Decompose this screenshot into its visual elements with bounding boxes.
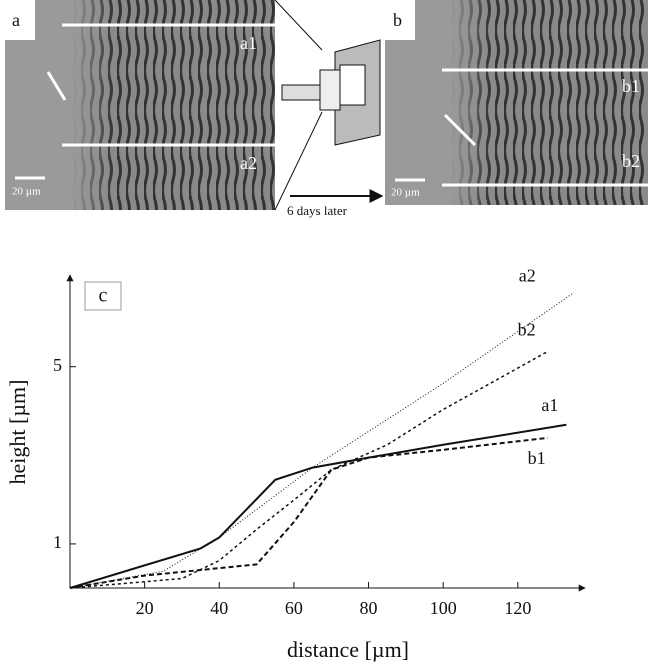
- x-tick-label: 100: [430, 598, 457, 618]
- line: [69, 350, 549, 589]
- y-tick-label: 1: [53, 532, 62, 552]
- chart: c distance [µm] height [µm] 20 40 60 80 100 1…: [5, 266, 586, 662]
- line-label: a2: [240, 153, 257, 173]
- x-tick-label: 60: [285, 598, 303, 618]
- series-label: b2: [518, 320, 536, 340]
- panel-label: c: [99, 285, 108, 307]
- x-tick-label: 120: [504, 598, 531, 618]
- micrograph-a: a a1 a2 20 µm: [5, 0, 275, 210]
- x-axis-label: distance [µm]: [287, 637, 409, 662]
- micrograph-b: b b1 b2 20 µm: [385, 0, 648, 205]
- series-label: b1: [528, 448, 546, 468]
- line: [69, 436, 548, 589]
- line-label: a1: [240, 33, 257, 53]
- series-label: a1: [541, 395, 558, 415]
- x-tick-label: 80: [360, 598, 378, 618]
- line: [69, 292, 575, 589]
- schematic: 6 days later: [274, 0, 384, 218]
- x-tick-label: 20: [136, 598, 154, 618]
- scale-label: 20 µm: [391, 187, 420, 199]
- y-tick-label: 5: [53, 355, 62, 375]
- scale-label: 20 µm: [12, 186, 41, 198]
- x-tick-label: 40: [210, 598, 228, 618]
- line-label: b1: [622, 76, 640, 96]
- line-label: b2: [622, 151, 640, 171]
- y-axis-label: height [µm]: [5, 380, 30, 485]
- line: [69, 423, 567, 589]
- panel-label: a: [12, 10, 20, 30]
- series-label: a2: [519, 266, 536, 286]
- arrow-label: 6 days later: [287, 203, 348, 218]
- panel-label: b: [393, 10, 402, 30]
